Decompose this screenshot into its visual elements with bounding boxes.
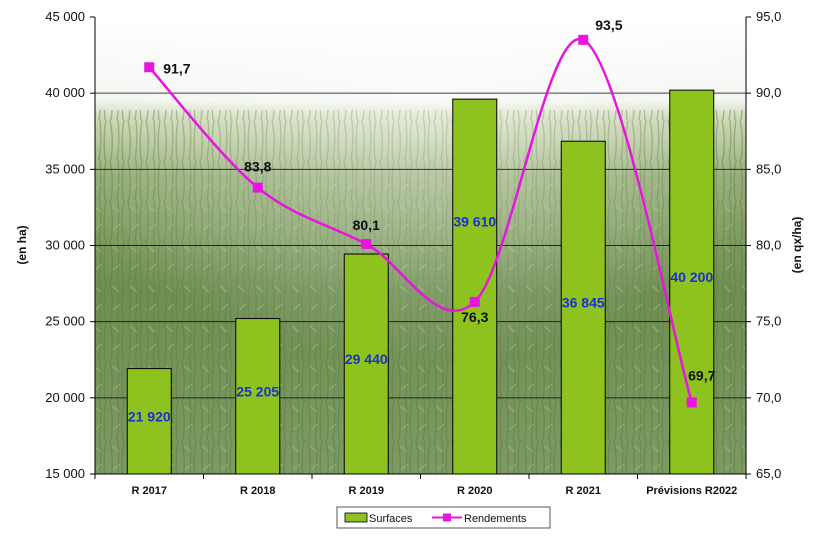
rendements-point [686, 397, 697, 408]
y-right-tick-label: 65,0 [756, 466, 781, 481]
bar-surfaces [126, 368, 172, 475]
y-left-tick-label: 15 000 [45, 466, 85, 481]
x-tick-label: R 2019 [349, 485, 384, 497]
y-right-tick-label: 90,0 [756, 85, 781, 100]
bar-value-label: 25 205 [236, 383, 279, 399]
rendements-point [578, 34, 589, 45]
x-tick-label: R 2021 [566, 485, 601, 497]
y-left-tick-label: 35 000 [45, 161, 85, 176]
rendements-value-label: 93,5 [595, 17, 622, 33]
x-tick-label: R 2018 [240, 485, 275, 497]
surfaces-labels: 21 920 25 205 29 440 39 610 36 845 40 200 [128, 214, 714, 425]
bar-value-label: 29 440 [345, 351, 388, 367]
y-left-tick-label: 40 000 [45, 85, 85, 100]
y-left-tick-label: 30 000 [45, 238, 85, 253]
axes: 15 000 65,0 20 000 70,0 25 000 75,0 30 000 80,0… [45, 9, 781, 497]
legend-marker-rendements [443, 513, 451, 522]
y-right-tick-label: 70,0 [756, 390, 781, 405]
rendements-value-label: 80,1 [353, 217, 380, 233]
rendements-value-label: 91,7 [163, 60, 190, 76]
legend: Surfaces Rendements [336, 506, 551, 529]
rendements-point [144, 62, 155, 73]
bar-surfaces [235, 318, 281, 475]
legend-swatch-surfaces [344, 512, 368, 523]
rendements-point [252, 182, 263, 193]
rendements-point [361, 238, 372, 249]
x-tick-label: R 2017 [132, 485, 167, 497]
x-tick-label: Prévisions R2022 [646, 485, 737, 497]
rendements-point [469, 296, 480, 307]
rendements-line: 91,7 83,8 80,1 76,3 93,5 69,7 [144, 17, 716, 408]
rendements-value-label: 69,7 [688, 367, 715, 383]
bar-surfaces [560, 140, 606, 475]
x-tick-label: R 2020 [457, 485, 492, 497]
bar-surfaces [452, 98, 498, 475]
rendements-value-label: 76,3 [461, 309, 488, 325]
y-left-tick-label: 25 000 [45, 314, 85, 329]
bar-value-label: 40 200 [670, 269, 713, 285]
y-axis-left-title: (en ha) [15, 225, 29, 264]
rendements-value-label: 83,8 [244, 159, 271, 175]
surfaces-bars [126, 89, 715, 475]
y-right-tick-label: 75,0 [756, 314, 781, 329]
y-right-tick-label: 80,0 [756, 238, 781, 253]
y-right-tick-label: 95,0 [756, 9, 781, 24]
bar-value-label: 36 845 [562, 295, 605, 311]
bar-value-label: 39 610 [453, 214, 496, 230]
legend-label-rendements: Rendements [464, 513, 527, 525]
y-right-tick-label: 85,0 [756, 161, 781, 176]
y-left-tick-label: 45 000 [45, 9, 85, 24]
gridlines [95, 92, 746, 399]
legend-label-surfaces: Surfaces [369, 513, 413, 525]
y-left-tick-label: 20 000 [45, 390, 85, 405]
y-axis-right-title: (en qx/ha) [790, 217, 804, 274]
bar-surfaces [343, 253, 389, 475]
bar-value-label: 21 920 [128, 408, 171, 424]
bar-surfaces [669, 89, 715, 475]
